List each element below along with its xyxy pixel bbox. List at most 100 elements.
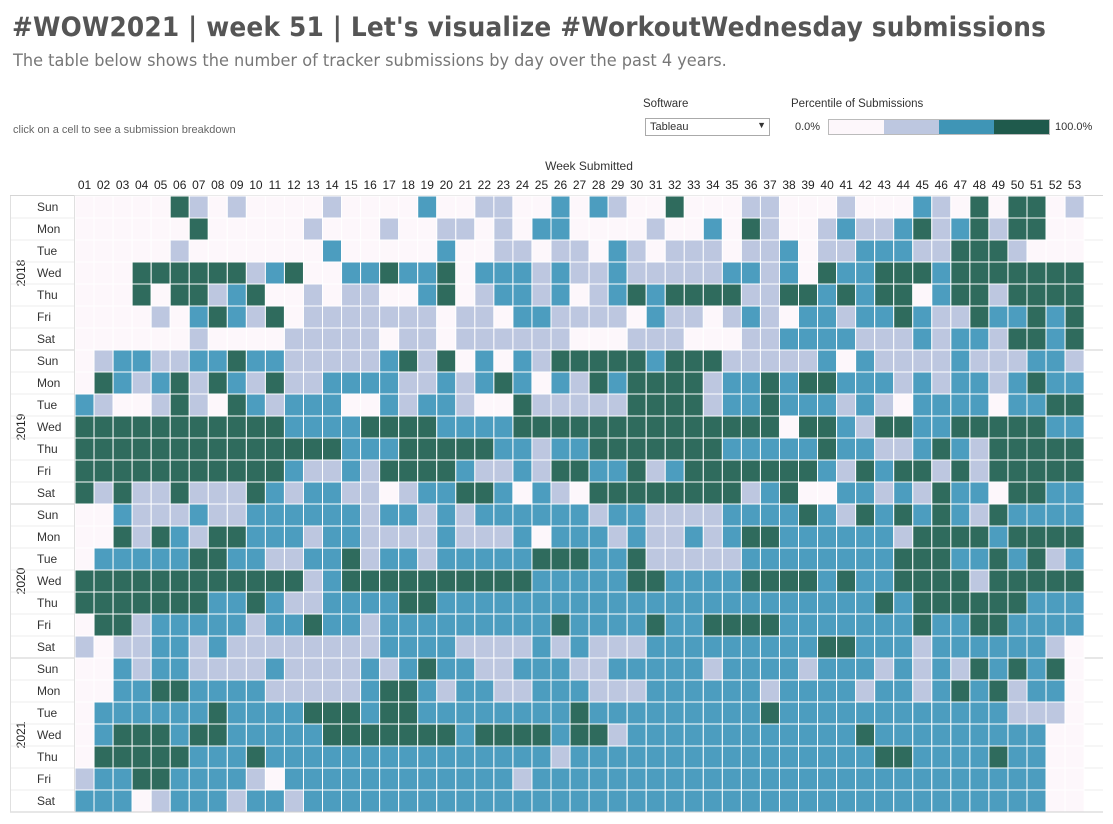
heatmap-cell[interactable] [379, 789, 400, 813]
heatmap-cell[interactable] [1045, 547, 1066, 571]
heatmap-cell[interactable] [931, 283, 952, 307]
heatmap-cell[interactable] [150, 437, 171, 461]
heatmap-cell[interactable] [1064, 195, 1085, 219]
heatmap-cell[interactable] [893, 591, 914, 615]
heatmap-cell[interactable] [893, 503, 914, 527]
heatmap-cell[interactable] [740, 371, 761, 395]
heatmap-cell[interactable] [207, 305, 228, 329]
heatmap-cell[interactable] [817, 745, 838, 769]
heatmap-cell[interactable] [531, 745, 552, 769]
heatmap-cell[interactable] [1064, 569, 1085, 593]
heatmap-cell[interactable] [1026, 393, 1047, 417]
heatmap-cell[interactable] [721, 679, 742, 703]
heatmap-cell[interactable] [721, 239, 742, 263]
heatmap-cell[interactable] [360, 525, 381, 549]
heatmap-cell[interactable] [112, 569, 133, 593]
heatmap-cell[interactable] [550, 371, 571, 395]
heatmap-cell[interactable] [302, 349, 324, 373]
heatmap-cell[interactable] [664, 591, 685, 615]
heatmap-cell[interactable] [721, 217, 742, 241]
heatmap-cell[interactable] [169, 525, 190, 549]
heatmap-cell[interactable] [550, 525, 571, 549]
heatmap-cell[interactable] [893, 437, 914, 461]
heatmap-cell[interactable] [245, 525, 266, 549]
heatmap-cell[interactable] [474, 547, 495, 571]
heatmap-cell[interactable] [207, 547, 228, 571]
heatmap-cell[interactable] [474, 745, 495, 769]
heatmap-cell[interactable] [550, 217, 571, 241]
heatmap-cell[interactable] [150, 393, 171, 417]
heatmap-cell[interactable] [1007, 635, 1028, 659]
heatmap-cell[interactable] [398, 767, 419, 791]
heatmap-cell[interactable] [417, 305, 438, 329]
heatmap-cell[interactable] [607, 503, 628, 527]
heatmap-cell[interactable] [626, 481, 647, 505]
heatmap-cell[interactable] [607, 547, 628, 571]
heatmap-cell[interactable] [912, 371, 933, 395]
heatmap-cell[interactable] [417, 261, 438, 285]
heatmap-cell[interactable] [493, 701, 514, 725]
heatmap-cell[interactable] [550, 657, 571, 681]
heatmap-cell[interactable] [531, 481, 552, 505]
heatmap-cell[interactable] [474, 613, 495, 637]
heatmap-cell[interactable] [245, 635, 266, 659]
heatmap-cell[interactable] [74, 393, 95, 417]
heatmap-cell[interactable] [226, 261, 247, 285]
heatmap-cell[interactable] [626, 327, 647, 351]
heatmap-cell[interactable] [341, 305, 362, 329]
heatmap-cell[interactable] [988, 195, 1009, 219]
heatmap-cell[interactable] [759, 503, 780, 527]
heatmap-cell[interactable] [1007, 415, 1028, 439]
heatmap-cell[interactable] [1026, 613, 1047, 637]
heatmap-cell[interactable] [664, 613, 685, 637]
heatmap-cell[interactable] [512, 723, 533, 747]
heatmap-cell[interactable] [912, 723, 933, 747]
heatmap-cell[interactable] [360, 591, 381, 615]
heatmap-cell[interactable] [512, 371, 533, 395]
heatmap-cell[interactable] [664, 525, 685, 549]
heatmap-cell[interactable] [74, 613, 95, 637]
heatmap-cell[interactable] [112, 415, 133, 439]
heatmap-cell[interactable] [778, 217, 800, 241]
heatmap-cell[interactable] [683, 239, 704, 263]
heatmap-cell[interactable] [131, 283, 152, 307]
heatmap-cell[interactable] [645, 503, 666, 527]
heatmap-cell[interactable] [131, 745, 152, 769]
heatmap-cell[interactable] [93, 591, 114, 615]
heatmap-cell[interactable] [169, 789, 190, 813]
heatmap-cell[interactable] [817, 679, 838, 703]
heatmap-cell[interactable] [607, 261, 628, 285]
heatmap-cell[interactable] [874, 701, 895, 725]
heatmap-cell[interactable] [283, 371, 304, 395]
heatmap-cell[interactable] [455, 415, 476, 439]
heatmap-cell[interactable] [322, 547, 343, 571]
heatmap-cell[interactable] [702, 789, 723, 813]
heatmap-cell[interactable] [360, 437, 381, 461]
heatmap-cell[interactable] [1045, 767, 1066, 791]
heatmap-cell[interactable] [207, 195, 228, 219]
heatmap-cell[interactable] [131, 239, 152, 263]
heatmap-cell[interactable] [436, 481, 457, 505]
heatmap-cell[interactable] [969, 767, 990, 791]
heatmap-cell[interactable] [455, 239, 476, 263]
heatmap-cell[interactable] [664, 767, 685, 791]
heatmap-cell[interactable] [778, 525, 800, 549]
heatmap-cell[interactable] [150, 613, 171, 637]
heatmap-cell[interactable] [264, 723, 285, 747]
heatmap-cell[interactable] [417, 195, 438, 219]
heatmap-cell[interactable] [1007, 195, 1028, 219]
heatmap-cell[interactable] [626, 349, 647, 373]
heatmap-cell[interactable] [436, 569, 457, 593]
heatmap-cell[interactable] [702, 613, 723, 637]
heatmap-cell[interactable] [931, 547, 952, 571]
heatmap-cell[interactable] [721, 591, 742, 615]
heatmap-cell[interactable] [855, 481, 876, 505]
heatmap-cell[interactable] [112, 723, 133, 747]
heatmap-cell[interactable] [341, 657, 362, 681]
heatmap-cell[interactable] [302, 239, 324, 263]
heatmap-cell[interactable] [436, 217, 457, 241]
heatmap-cell[interactable] [207, 239, 228, 263]
heatmap-cell[interactable] [569, 679, 590, 703]
heatmap-cell[interactable] [341, 437, 362, 461]
heatmap-cell[interactable] [322, 613, 343, 637]
